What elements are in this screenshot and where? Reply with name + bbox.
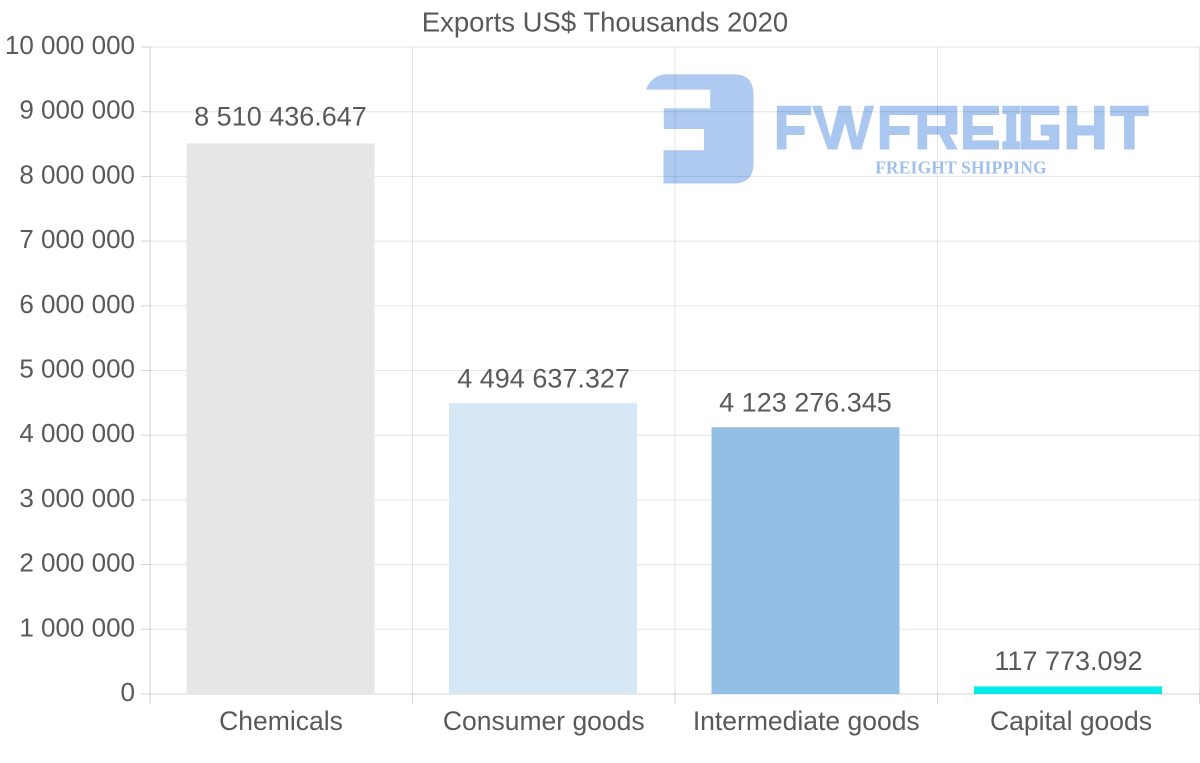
svg-text:Exports US$ Thousands 2020: Exports US$ Thousands 2020: [422, 7, 788, 38]
svg-text:Chemicals: Chemicals: [219, 706, 343, 736]
svg-text:4 494 637.327: 4 494 637.327: [457, 364, 630, 394]
svg-text:FREIGHT SHIPPING: FREIGHT SHIPPING: [875, 158, 1047, 178]
svg-text:8 510 436.647: 8 510 436.647: [194, 101, 367, 131]
svg-text:0: 0: [121, 677, 135, 707]
svg-text:4 123 276.345: 4 123 276.345: [719, 387, 892, 417]
svg-text:10 000 000: 10 000 000: [5, 30, 135, 60]
svg-text:2 000 000: 2 000 000: [19, 548, 135, 578]
svg-text:Capital goods: Capital goods: [990, 706, 1152, 736]
svg-text:5 000 000: 5 000 000: [19, 354, 135, 384]
svg-text:117 773.092: 117 773.092: [994, 646, 1142, 676]
svg-text:6 000 000: 6 000 000: [19, 289, 135, 319]
svg-text:1 000 000: 1 000 000: [19, 612, 135, 642]
svg-text:4 000 000: 4 000 000: [19, 418, 135, 448]
svg-text:8 000 000: 8 000 000: [19, 159, 135, 189]
svg-text:Consumer goods: Consumer goods: [443, 706, 645, 736]
svg-text:3 000 000: 3 000 000: [19, 483, 135, 513]
svg-text:7 000 000: 7 000 000: [19, 224, 135, 254]
svg-text:Intermediate goods: Intermediate goods: [693, 706, 920, 736]
svg-text:9 000 000: 9 000 000: [19, 95, 135, 125]
